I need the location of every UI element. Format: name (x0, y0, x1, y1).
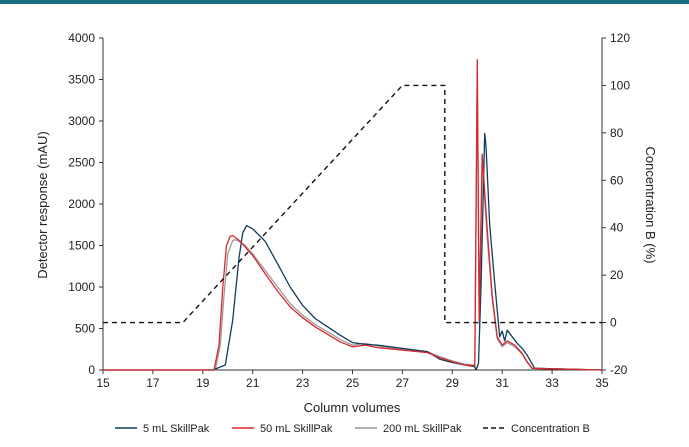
y-tick-label: 2500 (68, 156, 95, 170)
legend-label: Concentration B (511, 423, 590, 435)
y2-tick-label: 80 (610, 126, 624, 140)
y-tick-label: 2000 (68, 197, 95, 211)
y-tick-label: 3500 (68, 73, 95, 87)
series-line-5-ml-skillpak (103, 132, 603, 371)
x-tick-label: 23 (296, 376, 310, 390)
series-line-50-ml-skillpak (103, 58, 603, 371)
y-tick-label: 1000 (68, 280, 95, 294)
x-tick-label: 31 (496, 376, 510, 390)
legend-label: 50 mL SkillPak (260, 423, 333, 435)
y2-tick-label: 20 (610, 268, 624, 282)
legend: 5 mL SkillPak 50 mL SkillPak 200 mL SkillP… (115, 423, 590, 435)
y2-tick-label: 100 (610, 78, 630, 92)
x-axis-title: Column volumes (304, 400, 401, 415)
x-tick-label: 21 (246, 376, 260, 390)
series-line-concentration-b (103, 84, 602, 324)
y2-tick-label: 0 (610, 316, 617, 330)
header-rule (0, 0, 689, 4)
axes-group: 15 17 19 21 23 25 27 29 31 33 35050010001500200025… (68, 31, 630, 390)
x-tick-label: 33 (545, 376, 559, 390)
y2-tick-label: 40 (610, 221, 624, 235)
x-tick-label: 27 (396, 376, 410, 390)
series-group (103, 58, 603, 371)
y-tick-label: 0 (88, 363, 95, 377)
y2-tick-label: 60 (610, 173, 624, 187)
y2-tick-label: -20 (610, 363, 628, 377)
y-axis-title: Detector response (mAU) (35, 131, 50, 278)
y-tick-label: 3000 (68, 114, 95, 128)
legend-label: 200 mL SkillPak (383, 423, 462, 435)
y-tick-label: 4000 (68, 31, 95, 45)
x-tick-label: 25 (346, 376, 360, 390)
x-tick-label: 15 (96, 376, 110, 390)
y2-axis-title: Concentration B (%) (643, 146, 658, 263)
legend-label: 5 mL SkillPak (143, 423, 210, 435)
x-tick-label: 17 (146, 376, 160, 390)
y2-tick-label: 120 (610, 31, 630, 45)
y-tick-label: 500 (75, 322, 95, 336)
x-tick-label: 35 (595, 376, 609, 390)
series-line-200-ml-skillpak (103, 70, 603, 371)
y-tick-label: 1500 (68, 239, 95, 253)
x-tick-label: 19 (196, 376, 210, 390)
x-tick-label: 29 (446, 376, 460, 390)
